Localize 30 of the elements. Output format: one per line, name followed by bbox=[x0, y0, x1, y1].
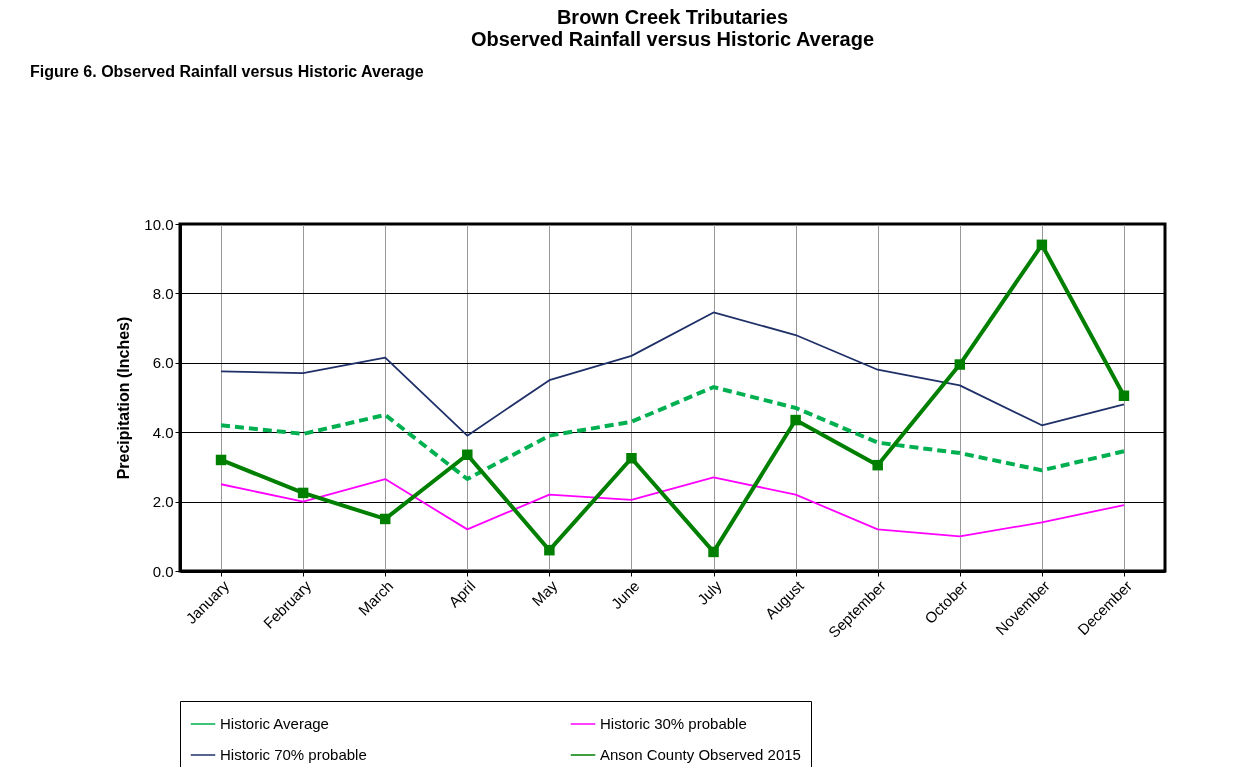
legend-label: Historic 30% probable bbox=[600, 715, 747, 732]
point bbox=[462, 449, 473, 460]
y-tick-label: 2.0 bbox=[152, 493, 174, 511]
y-tick-label: 10.0 bbox=[144, 215, 174, 233]
x-tick-label: July bbox=[693, 576, 725, 608]
point bbox=[954, 359, 966, 370]
legend-label: Historic 70% probable bbox=[220, 746, 367, 763]
point bbox=[790, 414, 801, 426]
y-axis-title: Precipitation (Inches) bbox=[115, 316, 133, 480]
legend-label: Anson County Observed 2015 bbox=[600, 746, 801, 763]
y-tick-label: 4.0 bbox=[152, 423, 174, 441]
y-tick-label: 0.0 bbox=[152, 562, 174, 580]
chart-title: Brown Creek Tributaries Observed Rainfall versus Historic Average bbox=[470, 6, 875, 50]
point bbox=[297, 487, 309, 499]
point bbox=[872, 459, 883, 471]
legend-label: Historic Average bbox=[220, 715, 329, 732]
point bbox=[215, 454, 227, 466]
y-tick-label: 6.0 bbox=[152, 354, 174, 372]
point bbox=[626, 452, 637, 464]
point bbox=[1036, 239, 1048, 251]
point bbox=[708, 546, 719, 558]
caption: Figure 6. Observed Rainfall versus Historic Average bbox=[30, 63, 424, 80]
x-tick-label: May bbox=[528, 576, 561, 610]
point bbox=[379, 513, 391, 525]
point bbox=[1118, 390, 1130, 402]
y-tick-label: 8.0 bbox=[152, 284, 174, 302]
point bbox=[544, 544, 555, 556]
line-series bbox=[220, 476, 1125, 538]
line-series bbox=[219, 385, 1126, 482]
line-series bbox=[220, 311, 1125, 437]
